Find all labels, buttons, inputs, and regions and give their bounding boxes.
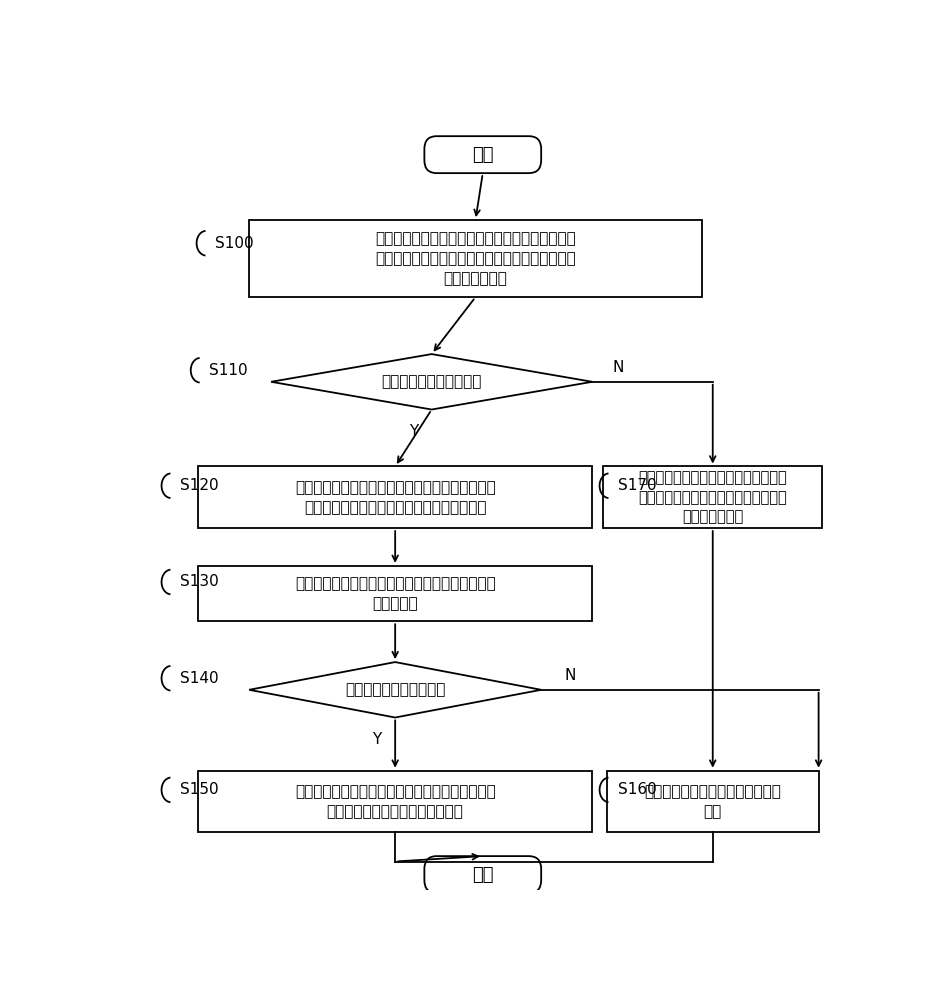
Text: 所述差値超过预设阈値？: 所述差値超过预设阈値？ bbox=[345, 682, 446, 697]
Text: Y: Y bbox=[409, 424, 418, 439]
Text: 利用设备的历史检维修数据对设备的各可维护部件
进行故障原因的分布规律分析，以获取各可维护部
件的静态可靠度: 利用设备的历史检维修数据对设备的各可维护部件 进行故障原因的分布规律分析，以获取… bbox=[375, 231, 576, 286]
Text: S100: S100 bbox=[215, 236, 253, 251]
Text: 利用所述新增检维修数据进行所述分析，以动态调
整所述可维护部件的既有维修策略: 利用所述新增检维修数据进行所述分析，以动态调 整所述可维护部件的既有维修策略 bbox=[295, 784, 495, 819]
Text: N: N bbox=[564, 668, 577, 683]
Text: 开始: 开始 bbox=[472, 146, 494, 164]
Polygon shape bbox=[249, 662, 542, 718]
Text: Y: Y bbox=[372, 732, 382, 747]
Text: S130: S130 bbox=[180, 574, 219, 589]
Text: S160: S160 bbox=[618, 782, 657, 797]
Bar bbox=[603, 466, 822, 528]
Text: S120: S120 bbox=[180, 478, 219, 493]
Text: S140: S140 bbox=[180, 671, 219, 686]
Text: 将所述新增检维修数据与所述历史检维修数据进行
所述分析，以获取各可维护部件的动态可靠度: 将所述新增检维修数据与所述历史检维修数据进行 所述分析，以获取各可维护部件的动态… bbox=[295, 480, 495, 515]
Bar bbox=[198, 771, 593, 832]
Bar bbox=[198, 566, 593, 621]
Polygon shape bbox=[271, 354, 593, 410]
Bar bbox=[249, 220, 702, 297]
Text: 利用所述历史检维修数据对应的故障原
因的分布规律分析结果制定所述可维护
部件的维修策略: 利用所述历史检维修数据对应的故障原 因的分布规律分析结果制定所述可维护 部件的维… bbox=[639, 470, 788, 525]
Text: N: N bbox=[612, 360, 624, 375]
Bar bbox=[198, 466, 593, 528]
Bar bbox=[607, 771, 819, 832]
Text: 计算各可维护部件的所述动态可靠度与所述静态可
靠度的差値: 计算各可维护部件的所述动态可靠度与所述静态可 靠度的差値 bbox=[295, 576, 495, 611]
FancyBboxPatch shape bbox=[424, 856, 542, 893]
Text: 获取到新增检维修数据？: 获取到新增检维修数据？ bbox=[382, 374, 482, 389]
Text: 结束: 结束 bbox=[472, 866, 494, 884]
Text: S150: S150 bbox=[180, 782, 219, 797]
Text: S110: S110 bbox=[209, 363, 248, 378]
Text: S170: S170 bbox=[618, 478, 657, 493]
Text: 不调整所述可维护部件的既有维修
策略: 不调整所述可维护部件的既有维修 策略 bbox=[644, 784, 781, 819]
FancyBboxPatch shape bbox=[424, 136, 542, 173]
